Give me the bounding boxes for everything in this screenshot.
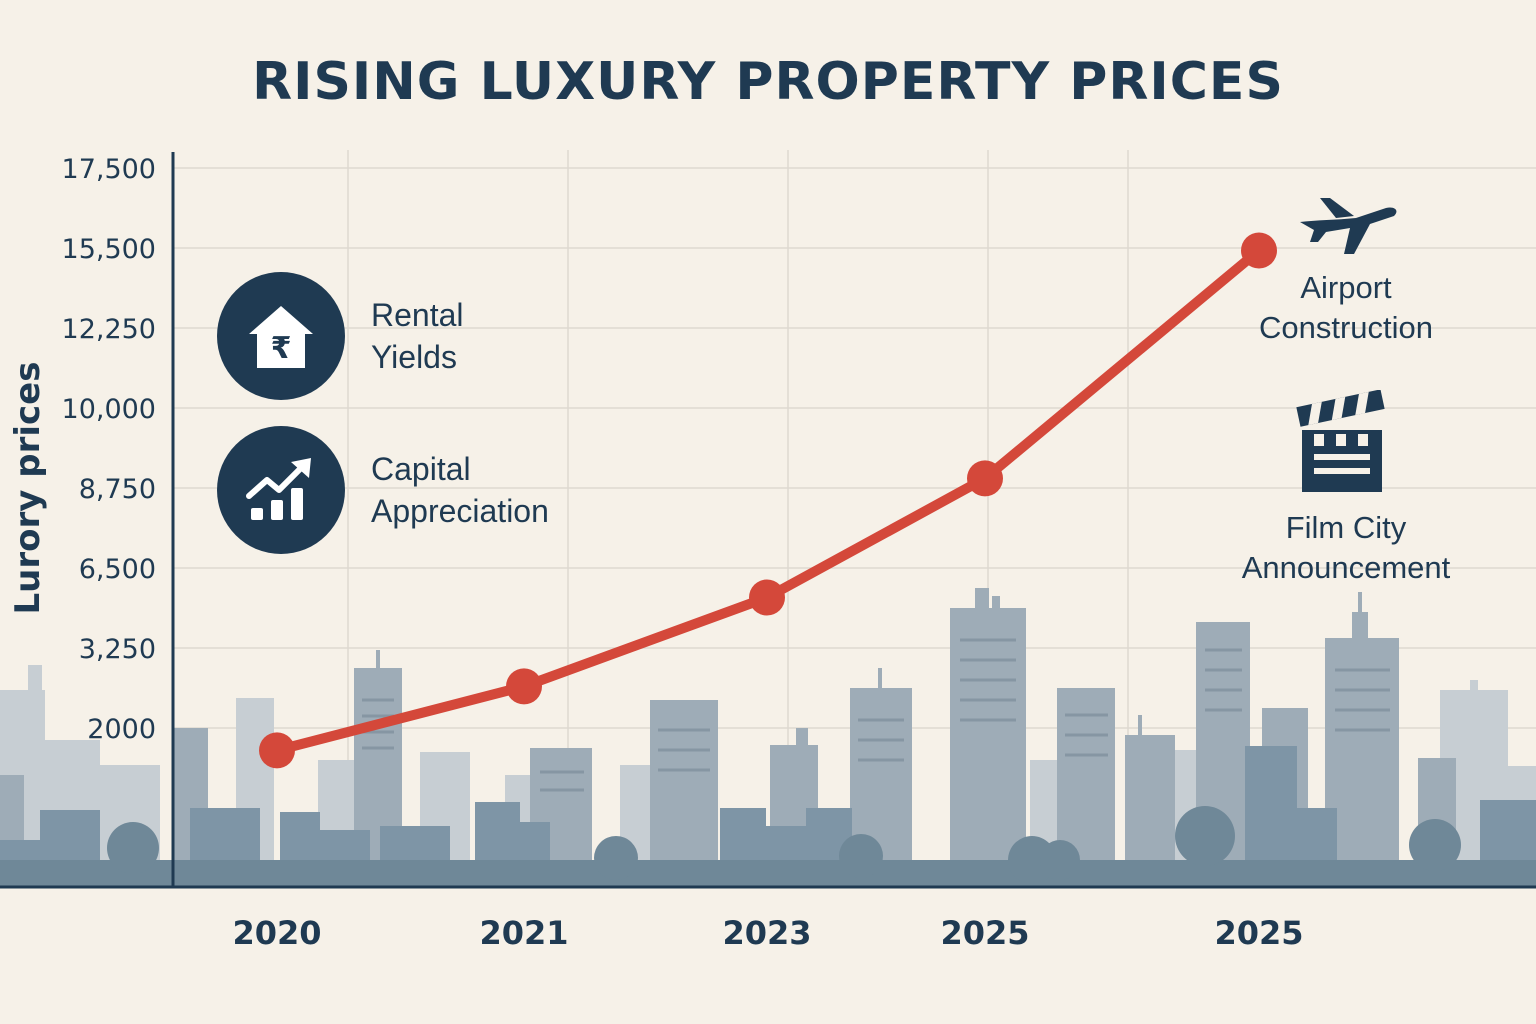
y-tick-label: 15,500 bbox=[62, 234, 156, 265]
svg-text:₹: ₹ bbox=[271, 331, 292, 366]
annotation-airport: Airport Construction bbox=[1216, 268, 1476, 348]
y-tick-label: 6,500 bbox=[79, 554, 156, 585]
x-tick-label: 2025 bbox=[1214, 914, 1303, 952]
x-axis-ticks: 2020 2021 2023 2025 2025 bbox=[232, 914, 1303, 952]
legend-item-rental-yields: ₹ Rental Yields bbox=[217, 272, 591, 400]
x-tick-label: 2023 bbox=[722, 914, 811, 952]
growth-chart-icon bbox=[217, 426, 345, 554]
series-price bbox=[259, 232, 1277, 769]
legend-label-rental-yields: Rental Yields bbox=[371, 294, 591, 378]
annotation-film-city: Film City Announcement bbox=[1216, 508, 1476, 588]
annotation-line2: Announcement bbox=[1241, 550, 1451, 585]
annotation-line1: Airport bbox=[1300, 270, 1392, 305]
y-axis-ticks: 17,500 15,500 12,250 10,000 8,750 6,500 3,250 2… bbox=[62, 154, 156, 745]
data-point bbox=[259, 732, 295, 769]
y-tick-label: 8,750 bbox=[79, 474, 156, 505]
y-tick-label: 3,250 bbox=[79, 634, 156, 665]
y-tick-label: 12,250 bbox=[62, 314, 156, 345]
legend-item-capital-appreciation: Capital Appreciation bbox=[217, 426, 591, 554]
annotation-line2: Construction bbox=[1258, 310, 1434, 345]
data-point bbox=[506, 668, 542, 705]
x-tick-label: 2020 bbox=[232, 914, 321, 952]
airplane-icon bbox=[1296, 192, 1400, 263]
chart-title: RISING LUXURY PROPERTY PRICES bbox=[252, 52, 1284, 112]
data-point bbox=[1241, 232, 1277, 269]
legend-text-line2: Yields bbox=[371, 339, 457, 375]
legend-text-line1: Capital bbox=[371, 451, 471, 487]
rupee-house-icon: ₹ bbox=[217, 272, 345, 400]
x-tick-label: 2025 bbox=[940, 914, 1029, 952]
annotation-line1: Film City bbox=[1285, 510, 1407, 545]
legend-label-capital-appreciation: Capital Appreciation bbox=[371, 448, 591, 532]
city-skyline-background bbox=[0, 588, 1536, 888]
y-tick-label: 17,500 bbox=[62, 154, 156, 185]
data-point bbox=[749, 579, 785, 616]
data-point bbox=[967, 460, 1003, 497]
y-tick-label: 10,000 bbox=[62, 394, 156, 425]
y-tick-label: 2000 bbox=[87, 714, 156, 745]
y-axis-label-text: Lurory prices bbox=[8, 361, 48, 615]
legend-text-line1: Rental bbox=[371, 297, 464, 333]
x-tick-label: 2021 bbox=[479, 914, 568, 952]
clapperboard-icon bbox=[1294, 389, 1392, 499]
legend-text-line2: Appreciation bbox=[371, 493, 549, 529]
